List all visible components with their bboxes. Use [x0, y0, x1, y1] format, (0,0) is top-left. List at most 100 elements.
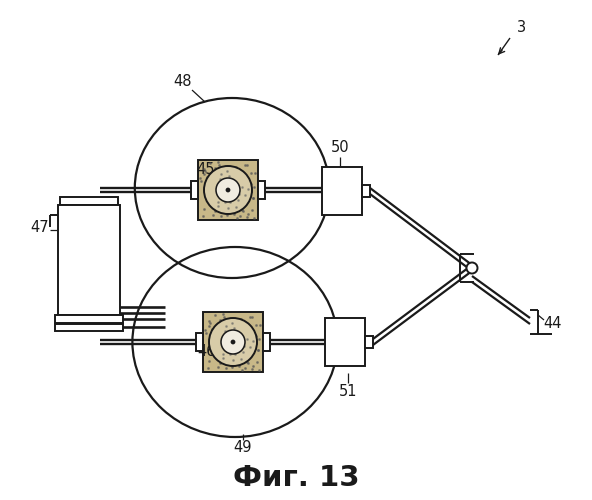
Point: [232, 329, 242, 337]
Point: [214, 364, 223, 372]
Circle shape: [466, 262, 478, 274]
Point: [226, 350, 235, 358]
Point: [233, 338, 243, 345]
Point: [225, 334, 234, 342]
Point: [220, 334, 230, 342]
Point: [214, 158, 223, 166]
Point: [205, 356, 214, 364]
Point: [223, 204, 232, 212]
Point: [229, 169, 238, 177]
Point: [207, 188, 216, 196]
Point: [227, 358, 236, 366]
Point: [223, 211, 232, 219]
Point: [208, 168, 218, 176]
Circle shape: [209, 318, 257, 366]
Point: [199, 165, 208, 173]
Point: [221, 320, 230, 328]
Point: [213, 198, 223, 206]
Point: [224, 168, 234, 176]
Bar: [198, 160, 258, 220]
Point: [239, 342, 249, 349]
Point: [217, 350, 227, 358]
Point: [221, 174, 230, 182]
Point: [208, 333, 217, 341]
Point: [219, 165, 229, 173]
Point: [197, 177, 206, 185]
Point: [232, 204, 242, 212]
Point: [224, 192, 234, 200]
Point: [237, 198, 246, 206]
Point: [216, 177, 226, 185]
Point: [237, 354, 246, 362]
Point: [203, 364, 213, 372]
Point: [234, 169, 244, 177]
Point: [211, 206, 220, 214]
Bar: [263, 333, 270, 351]
Point: [205, 160, 215, 168]
Point: [223, 188, 233, 196]
Bar: [365, 336, 373, 348]
Point: [235, 204, 244, 212]
Point: [242, 358, 251, 366]
Point: [226, 184, 235, 192]
Point: [234, 190, 243, 198]
Point: [222, 189, 231, 197]
Bar: [362, 185, 370, 197]
Point: [224, 188, 234, 196]
Point: [224, 184, 233, 192]
Point: [239, 357, 248, 365]
Point: [218, 353, 227, 361]
Point: [218, 184, 228, 192]
Point: [227, 319, 237, 327]
Point: [218, 186, 228, 194]
Point: [221, 336, 231, 344]
Point: [233, 188, 242, 196]
Text: 51: 51: [339, 384, 357, 400]
Point: [240, 356, 249, 364]
Point: [252, 358, 262, 366]
Text: 45: 45: [196, 162, 214, 178]
Point: [221, 190, 231, 198]
Point: [222, 206, 231, 214]
Point: [255, 322, 265, 330]
Point: [221, 338, 230, 346]
Point: [204, 322, 214, 330]
Point: [242, 324, 252, 332]
Point: [231, 342, 240, 350]
Point: [227, 348, 237, 356]
Point: [216, 184, 226, 192]
Point: [221, 322, 230, 330]
Point: [246, 170, 256, 177]
Point: [229, 336, 238, 344]
Point: [237, 172, 247, 179]
Point: [202, 173, 212, 181]
Point: [213, 320, 223, 328]
Point: [225, 198, 234, 206]
Point: [240, 162, 250, 170]
Point: [218, 184, 228, 192]
Point: [227, 184, 236, 192]
Point: [226, 354, 235, 362]
Point: [242, 350, 251, 358]
Point: [234, 362, 243, 370]
Point: [218, 350, 228, 358]
Point: [228, 363, 237, 371]
Point: [205, 318, 215, 326]
Point: [243, 210, 252, 218]
Point: [236, 342, 245, 350]
Point: [228, 187, 237, 195]
Text: 3: 3: [517, 20, 526, 36]
Point: [249, 194, 258, 202]
Point: [223, 176, 233, 184]
Point: [248, 194, 258, 202]
Point: [213, 198, 222, 206]
Point: [214, 162, 224, 170]
Point: [233, 214, 242, 222]
Bar: [322, 167, 362, 215]
Point: [255, 366, 264, 374]
Bar: [191, 181, 198, 199]
Point: [224, 177, 234, 185]
Point: [212, 322, 221, 330]
Point: [202, 184, 212, 192]
Point: [249, 214, 259, 222]
